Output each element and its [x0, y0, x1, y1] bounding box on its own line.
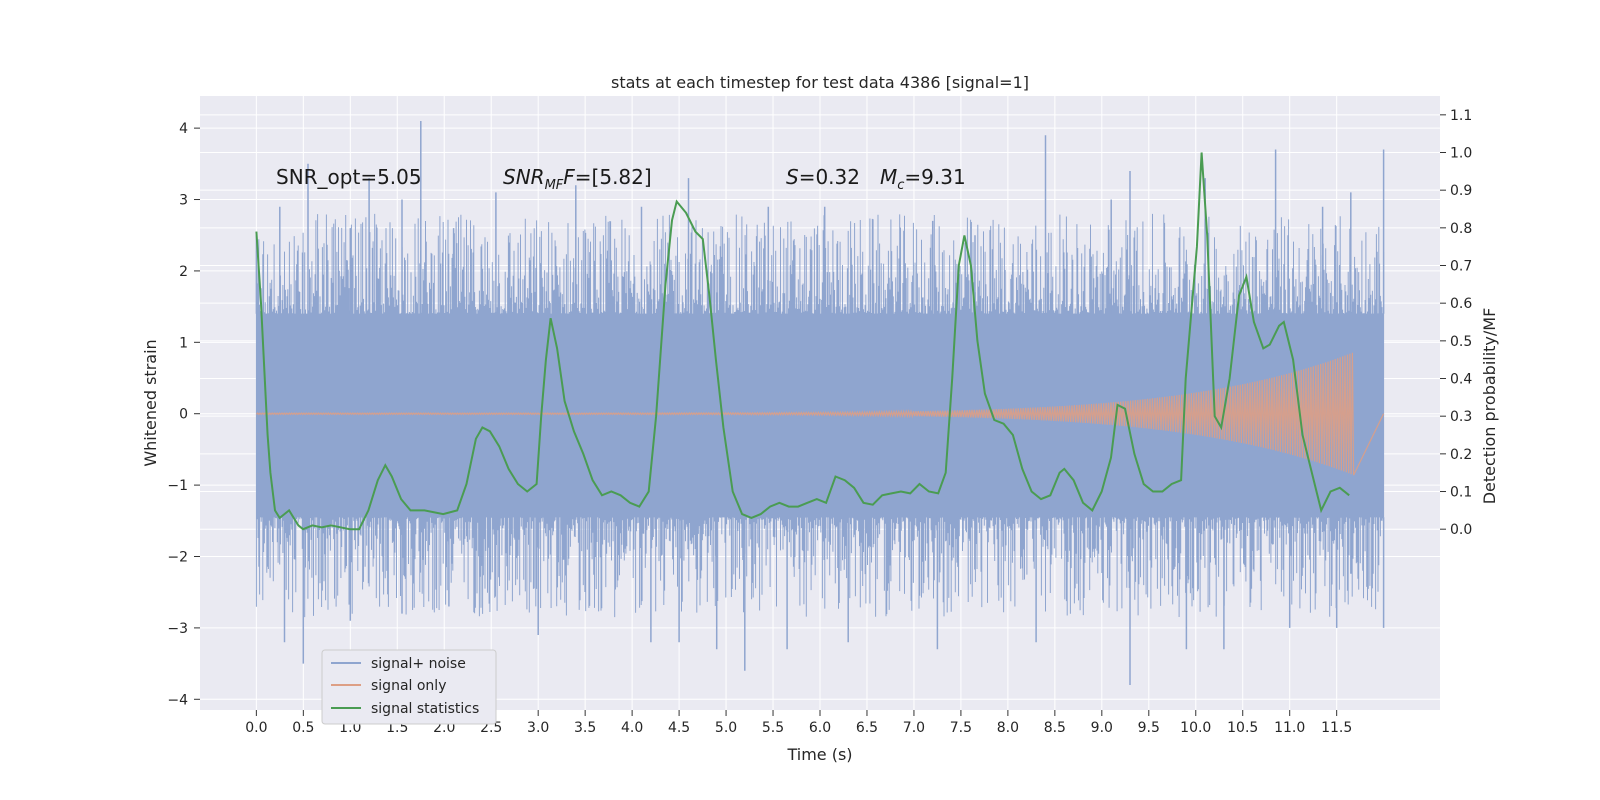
y-tick-label: −1	[167, 478, 188, 494]
y-right-tick-label: 0.7	[1450, 259, 1472, 275]
series-signal-statistics	[255, 152, 1350, 531]
annotation-snr-mf: SNRMFF=[5.82]	[503, 165, 652, 193]
y-right-tick-label: 0.4	[1450, 372, 1472, 388]
x-tick-label: 11.5	[1321, 720, 1352, 736]
y-tick-label: 4	[179, 121, 188, 137]
x-tick-label: 11.0	[1274, 720, 1305, 736]
x-tick-label: 3.5	[574, 720, 596, 736]
x-tick-label: 10.5	[1227, 720, 1258, 736]
x-tick-label: 3.0	[527, 720, 549, 736]
x-tick-label: 7.5	[950, 720, 972, 736]
y-right-tick-label: 0.3	[1450, 409, 1472, 425]
y-right-tick-label: 0.0	[1450, 522, 1472, 538]
x-tick-label: 9.0	[1091, 720, 1113, 736]
annotation-mc: Mc=9.31	[880, 165, 966, 193]
annotations: SNR_opt=5.05 SNRMFF=[5.82] S=0.32 Mc=9.3…	[276, 165, 966, 193]
legend-label-signal: signal only	[371, 678, 446, 694]
series-signal-only	[255, 352, 1385, 476]
x-tick-label: 7.0	[903, 720, 925, 736]
y-tick-label: −2	[167, 550, 188, 566]
y-right-tick-label: 0.5	[1450, 334, 1472, 350]
y-right-axis-ticks: 1.1 1.0 0.9 0.8 0.7 0.6 0.5 0.4 0.3 0.2 0.1 0.0	[1440, 108, 1472, 538]
y-right-tick-label: 0.9	[1450, 183, 1472, 199]
y-right-tick-label: 1.1	[1450, 108, 1472, 124]
y-tick-label: 2	[179, 264, 188, 280]
x-tick-label: 0.5	[292, 720, 314, 736]
y-right-tick-label: 1.0	[1450, 146, 1472, 162]
x-tick-label: 10.0	[1180, 720, 1211, 736]
legend-label-noise: signal+ noise	[371, 656, 466, 672]
statistics-line	[255, 152, 1350, 531]
y-right-tick-label: 0.6	[1450, 296, 1472, 312]
x-axis-label: Time (s)	[786, 745, 852, 764]
x-tick-label: 6.0	[809, 720, 831, 736]
series-layer	[255, 121, 1385, 685]
noise-peaks	[255, 121, 1385, 685]
x-tick-label: 5.0	[715, 720, 737, 736]
y-tick-label: 1	[179, 335, 188, 351]
y-axis-label: Whitened strain	[141, 339, 160, 466]
annotation-s: S=0.32	[786, 165, 860, 189]
x-tick-label: 4.5	[668, 720, 690, 736]
x-tick-label: 4.0	[621, 720, 643, 736]
x-tick-label: 0.0	[245, 720, 267, 736]
y-tick-label: −4	[167, 692, 188, 708]
x-tick-label: 8.0	[997, 720, 1019, 736]
legend: signal+ noise signal only signal statist…	[321, 649, 497, 725]
x-tick-label: 6.5	[856, 720, 878, 736]
x-tick-label: 9.5	[1138, 720, 1160, 736]
y-right-tick-label: 0.1	[1450, 485, 1472, 501]
y-right-tick-label: 0.2	[1450, 447, 1472, 463]
signal-only-line	[255, 352, 1385, 476]
x-tick-label: 5.5	[762, 720, 784, 736]
x-axis-ticks: 0.0 0.5 1.0 1.5 2.0 2.5 3.0 3.5 4.0 4.5 5.0 5.5 6.0 6…	[245, 710, 1352, 736]
x-tick-label: 8.5	[1044, 720, 1066, 736]
legend-label-statistics: signal statistics	[371, 701, 479, 717]
y-tick-label: 0	[179, 407, 188, 423]
y-right-axis-label: Detection probability/MF	[1480, 308, 1499, 505]
annotation-snr-opt: SNR_opt=5.05	[276, 165, 422, 189]
y-right-tick-label: 0.8	[1450, 221, 1472, 237]
y-tick-label: −3	[167, 621, 188, 637]
y-axis-ticks: 4 3 2 1 0 −1 −2 −3 −4	[167, 121, 200, 708]
y-tick-label: 3	[179, 193, 188, 209]
chart-title: stats at each timestep for test data 438…	[611, 73, 1029, 92]
legend-box	[321, 649, 497, 725]
